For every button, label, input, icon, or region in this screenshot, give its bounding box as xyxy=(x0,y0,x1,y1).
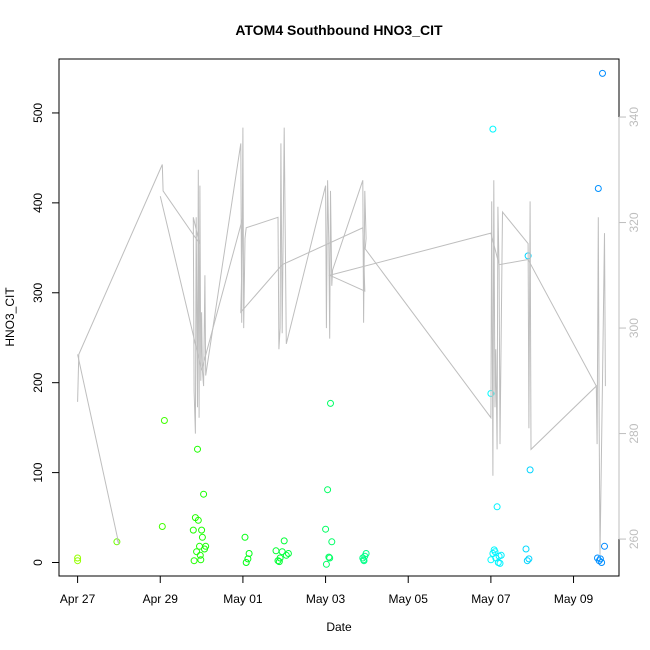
y-tick-label: 400 xyxy=(31,193,45,213)
data-point xyxy=(596,555,604,563)
data-point xyxy=(198,526,206,534)
data-point xyxy=(197,556,205,564)
data-point xyxy=(490,546,498,554)
y2-tick-label: 300 xyxy=(627,318,641,338)
data-point xyxy=(322,560,330,568)
y-tick-label: 300 xyxy=(31,282,45,302)
data-point xyxy=(196,551,204,559)
data-point xyxy=(193,548,201,556)
data-point xyxy=(245,550,253,557)
data-point xyxy=(200,490,208,498)
y-tick-label: 0 xyxy=(31,559,45,566)
data-point xyxy=(282,551,290,559)
data-point xyxy=(280,537,288,545)
data-point xyxy=(497,551,505,559)
series-line-2 xyxy=(77,354,120,545)
chart-title: ATOM4 Southbound HNO3_CIT xyxy=(235,22,443,38)
data-point xyxy=(526,466,534,474)
data-point xyxy=(489,125,497,133)
data-point xyxy=(328,538,336,546)
data-point xyxy=(523,557,531,565)
data-point xyxy=(241,533,249,541)
x-axis-label: Date xyxy=(326,620,352,634)
data-point xyxy=(322,525,330,533)
y-tick-label: 500 xyxy=(31,103,45,123)
data-point xyxy=(242,559,250,566)
data-point xyxy=(160,417,168,424)
data-point xyxy=(202,542,210,550)
data-point xyxy=(599,69,606,77)
data-point xyxy=(489,550,497,557)
y2-tick-label: 260 xyxy=(627,529,641,549)
x-tick-label: Apr 29 xyxy=(143,592,179,606)
data-point xyxy=(594,554,601,562)
y2-tick-label: 340 xyxy=(627,107,641,127)
data-point xyxy=(594,185,602,192)
x-tick-label: May 05 xyxy=(389,592,429,606)
data-point xyxy=(190,557,198,565)
y-axis-right: 260 280 300 320 340 xyxy=(618,107,641,549)
y-axis-label: HNO3_CIT xyxy=(3,287,17,347)
plot-frame xyxy=(58,58,620,577)
series-line-3 xyxy=(159,196,597,387)
data-point xyxy=(487,556,495,564)
data-point xyxy=(158,523,166,530)
data-point xyxy=(525,555,533,563)
x-tick-label: May 01 xyxy=(223,592,263,606)
data-point xyxy=(272,547,280,555)
y2-tick-label: 280 xyxy=(627,423,641,443)
y-tick-label: 100 xyxy=(31,462,45,482)
data-point xyxy=(598,559,606,566)
data-point xyxy=(113,538,121,546)
data-point xyxy=(189,526,197,534)
data-point xyxy=(362,550,370,557)
data-point xyxy=(278,548,286,556)
data-point xyxy=(327,399,334,407)
x-tick-label: Apr 27 xyxy=(60,592,96,606)
data-point xyxy=(496,559,504,567)
series-line-1 xyxy=(77,127,606,555)
data-point xyxy=(198,533,206,541)
y-axis-left: 0 100 200 300 400 500 xyxy=(31,103,60,566)
data-point xyxy=(522,545,530,553)
x-tick-label: May 09 xyxy=(554,592,594,606)
data-point xyxy=(493,503,501,511)
data-point xyxy=(360,557,368,565)
data-point xyxy=(326,554,334,562)
y2-tick-label: 320 xyxy=(627,212,641,232)
data-point xyxy=(601,542,608,550)
data-point xyxy=(194,516,202,524)
data-point xyxy=(275,558,283,566)
plot-area xyxy=(74,69,608,568)
data-point xyxy=(284,550,292,557)
x-tick-label: May 07 xyxy=(471,592,511,606)
x-axis: Apr 27 Apr 29 May 01 May 03 May 05 May 07 May … xyxy=(60,575,594,606)
y-tick-label: 200 xyxy=(31,372,45,392)
data-point xyxy=(324,486,332,494)
data-point xyxy=(276,554,284,562)
data-point xyxy=(325,553,333,561)
data-point xyxy=(74,554,82,562)
data-point xyxy=(194,445,201,453)
data-point xyxy=(74,557,82,565)
x-tick-label: May 03 xyxy=(306,592,346,606)
